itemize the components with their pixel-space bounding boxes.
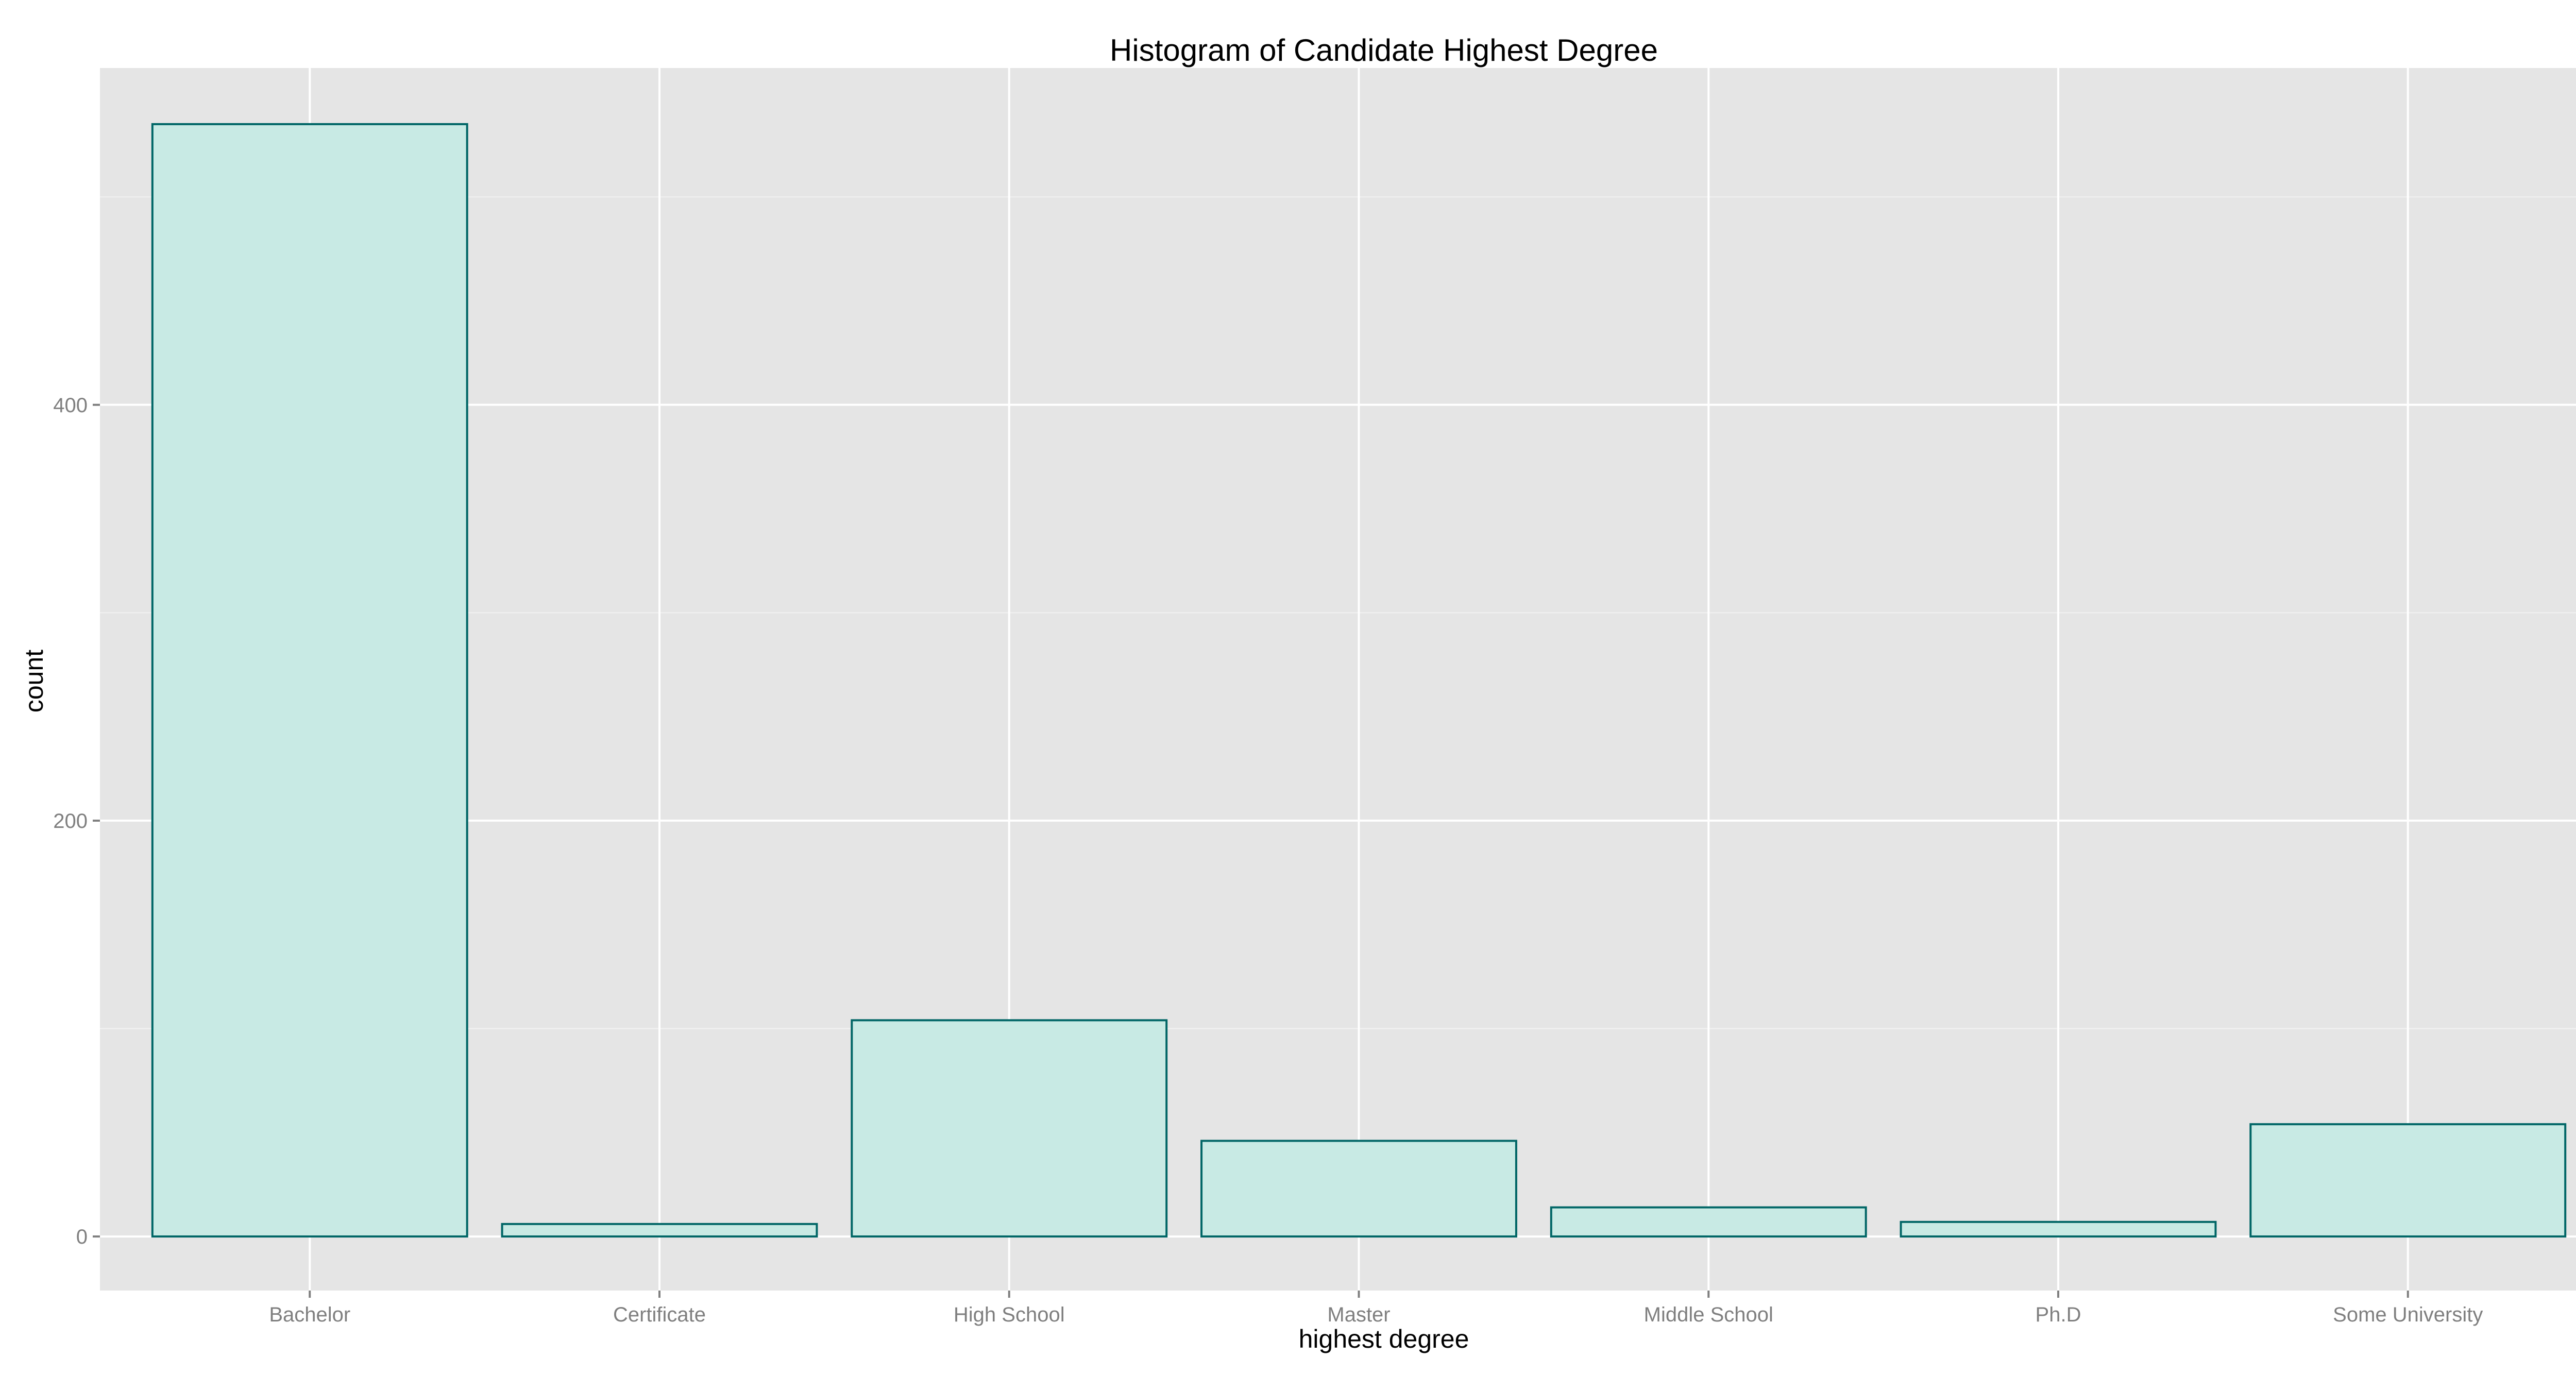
y-axis: 0 200 400 bbox=[53, 394, 100, 1248]
bar-ph-d bbox=[1900, 1220, 2217, 1238]
y-tick-label: 200 bbox=[53, 810, 88, 833]
x-tick-label: Certificate bbox=[613, 1303, 706, 1326]
plot-background bbox=[100, 68, 2576, 1291]
bar-certificate bbox=[501, 1223, 818, 1238]
x-tick-label: Bachelor bbox=[269, 1303, 350, 1326]
bars bbox=[151, 123, 2567, 1238]
x-tick-label: Master bbox=[1327, 1303, 1390, 1326]
bar-middle-school bbox=[1550, 1206, 1867, 1238]
x-tick-label: High School bbox=[954, 1303, 1065, 1326]
x-tick-label: Some University bbox=[2333, 1303, 2483, 1326]
bar-master bbox=[1200, 1140, 1517, 1238]
bar-bachelor bbox=[151, 123, 468, 1238]
x-tick-label: Ph.D bbox=[2036, 1303, 2081, 1326]
y-tick-label: 400 bbox=[53, 394, 88, 417]
bar-some-university bbox=[2249, 1123, 2567, 1238]
chart-title: Histogram of Candidate Highest Degree bbox=[1110, 33, 1658, 67]
y-axis-title: count bbox=[20, 650, 48, 713]
x-axis: Bachelor Certificate High School Master Midd… bbox=[269, 1291, 2483, 1326]
x-axis-title: highest degree bbox=[1299, 1325, 1469, 1353]
y-tick-label: 0 bbox=[76, 1226, 88, 1248]
x-tick-label: Middle School bbox=[1644, 1303, 1773, 1326]
bar-high-school bbox=[851, 1019, 1168, 1238]
